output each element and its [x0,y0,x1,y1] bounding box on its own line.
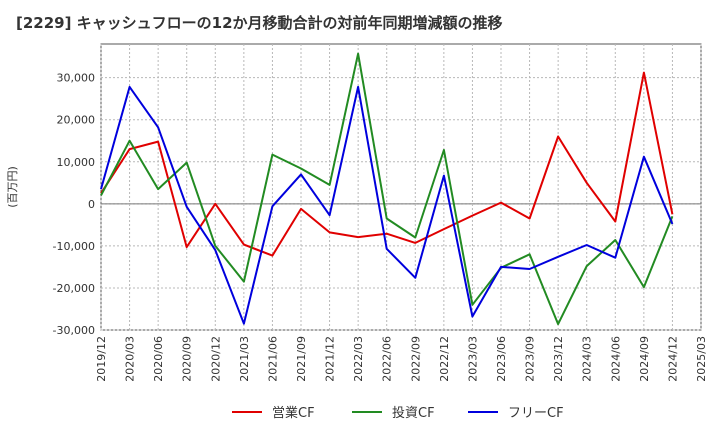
x-tick-label: 2020/12 [209,336,222,382]
x-tick-label: 2024/12 [666,336,679,382]
x-tick-label: 2021/09 [295,336,308,382]
x-tick-label: 2023/12 [552,336,565,382]
x-tick-label: 2024/03 [581,336,594,382]
chart-title: [2229] キャッシュフローの12か月移動合計の対前年同期増減額の推移 [16,14,503,32]
series-line [100,85,674,325]
legend-label: 投資CF [392,405,435,421]
x-tick-label: 2023/03 [466,336,479,382]
x-tick-label: 2022/12 [438,336,451,382]
x-tick-label: 2024/09 [638,336,651,382]
y-tick-label: -20,000 [53,282,95,295]
x-tick-label: 2020/06 [152,336,165,382]
x-tick-label: 2020/03 [124,336,137,382]
legend-label: 営業CF [272,405,315,421]
plot-frame [100,43,702,331]
y-tick-label: 0 [88,198,95,211]
x-tick-label: 2022/03 [352,336,365,382]
x-tick-label: 2019/12 [95,336,108,382]
x-tick-label: 2021/03 [238,336,251,382]
y-tick-label: -10,000 [53,240,95,253]
y-tick-label: -30,000 [53,324,95,337]
x-tick-label: 2021/12 [324,336,337,382]
x-tick-label: 2022/09 [409,336,422,382]
series-line [100,52,674,326]
x-tick-label: 2024/06 [609,336,622,382]
x-tick-label: 2021/06 [266,336,279,382]
x-tick-label: 2025/03 [695,336,708,382]
y-axis-label: (百万円) [6,166,19,208]
x-tick-label: 2022/06 [381,336,394,382]
x-tick-label: 2023/09 [524,336,537,382]
series-line [100,71,674,257]
x-tick-label: 2020/09 [181,336,194,382]
y-tick-label: 20,000 [57,114,96,127]
legend-label: フリーCF [508,406,564,421]
y-tick-label: 30,000 [57,72,96,85]
x-tick-label: 2023/06 [495,336,508,382]
y-tick-label: 10,000 [57,156,96,169]
